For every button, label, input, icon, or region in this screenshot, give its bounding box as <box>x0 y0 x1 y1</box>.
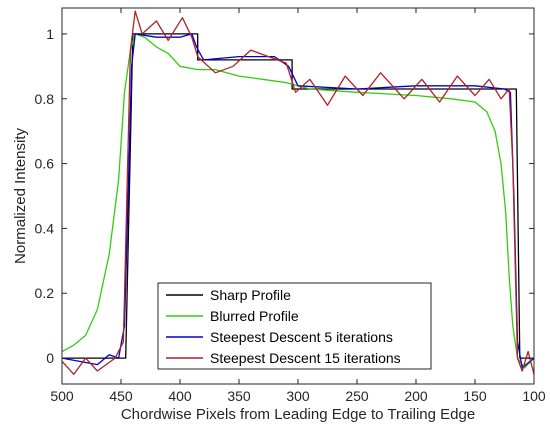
y-tick-label: 0.4 <box>35 220 55 236</box>
x-tick-label: 500 <box>50 388 74 404</box>
legend: Sharp Profile Blurred Profile Steepest Des… <box>157 282 432 370</box>
legend-label-1: Sharp Profile <box>210 287 291 303</box>
ticks-layer: 500 450 400 350 300 250 200 150 100 0 0.2 0.4 0.6 0.8… <box>35 8 546 404</box>
legend-label-3: Steepest Descent 5 iterations <box>210 329 393 345</box>
x-tick-label: 400 <box>168 388 192 404</box>
series-layer <box>61 10 535 375</box>
y-axis-title: Normalized Intensity <box>12 128 29 264</box>
x-tick-label: 200 <box>404 388 428 404</box>
y-tick-label: 0.6 <box>35 156 55 172</box>
x-axis-title: Chordwise Pixels from Leading Edge to Tr… <box>121 406 475 423</box>
legend-label-4: Steepest Descent 15 iterations <box>210 350 401 366</box>
y-tick-label: 1 <box>46 26 54 42</box>
legend-label-2: Blurred Profile <box>210 308 299 324</box>
series-line-1 <box>62 33 534 359</box>
x-tick-label: 250 <box>345 388 369 404</box>
series-line-2 <box>61 33 535 369</box>
legend-box <box>157 282 432 370</box>
x-tick-label: 100 <box>522 388 546 404</box>
series-line-4 <box>61 10 535 375</box>
x-tick-label: 450 <box>109 388 133 404</box>
y-tick-label: 0.8 <box>35 91 55 107</box>
x-tick-label: 350 <box>227 388 251 404</box>
y-tick-label: 0 <box>46 350 54 366</box>
x-tick-label: 150 <box>463 388 487 404</box>
x-tick-label: 300 <box>286 388 310 404</box>
y-tick-label: 0.2 <box>35 285 55 301</box>
